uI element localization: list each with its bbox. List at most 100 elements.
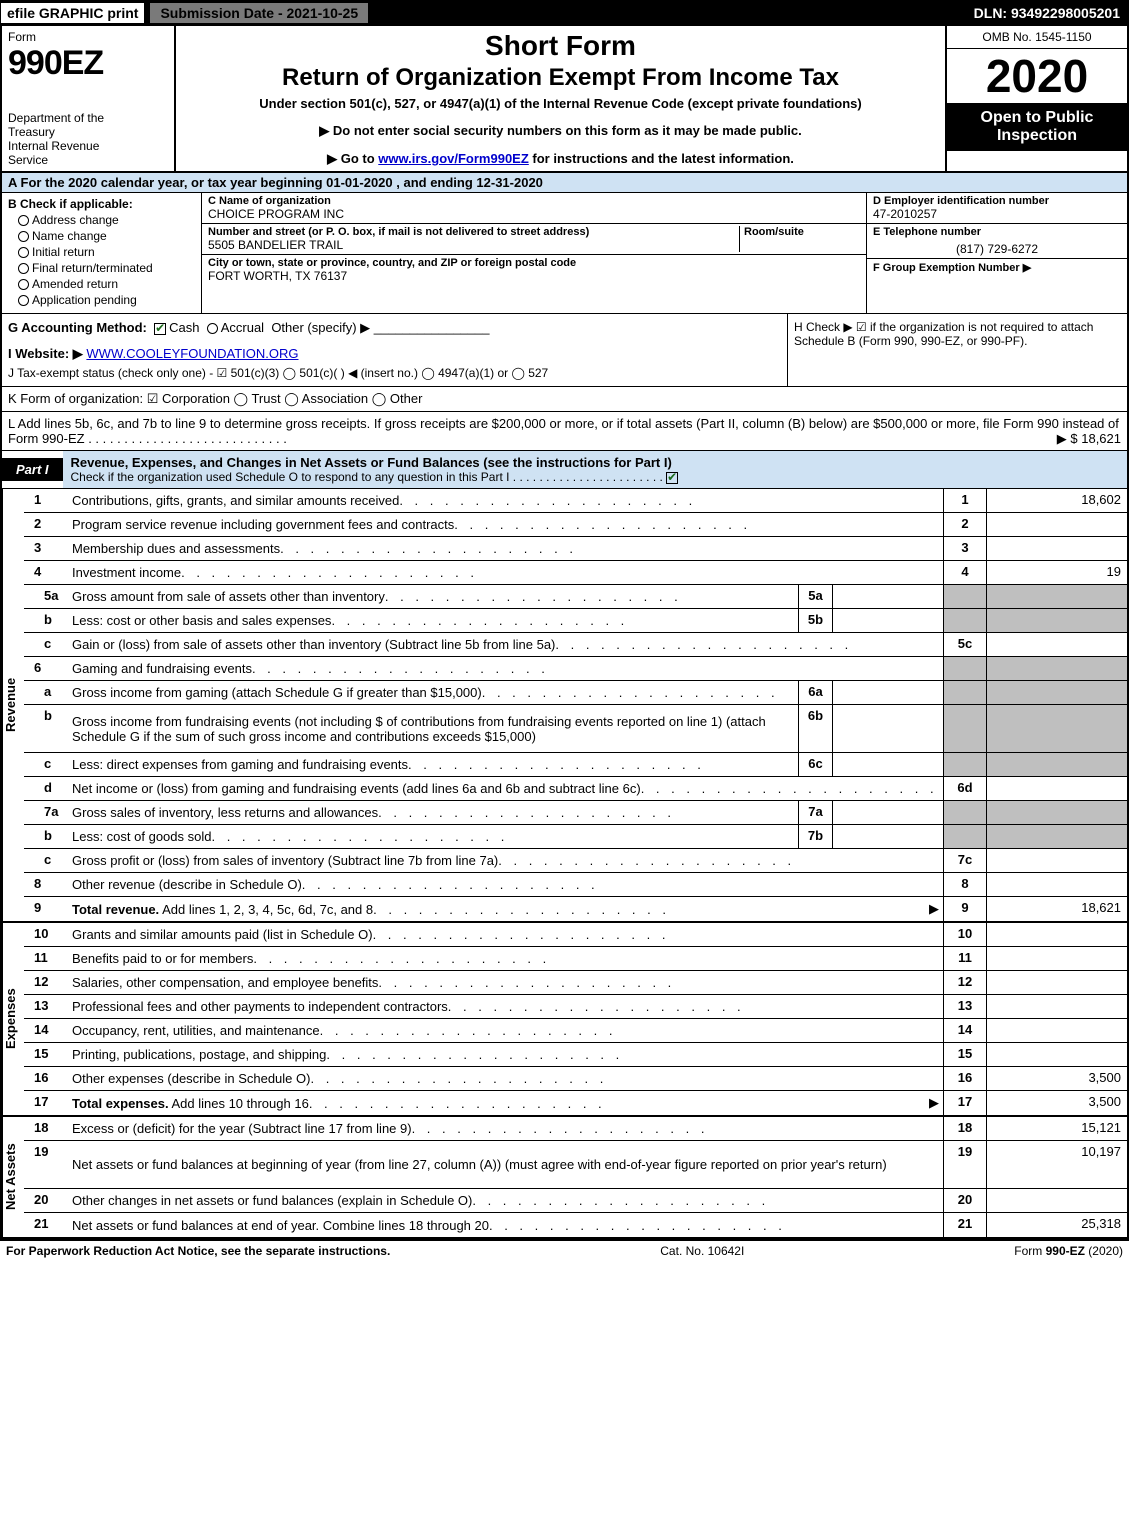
right-boxes: 1815,121 bbox=[943, 1117, 1127, 1140]
chk-final-return[interactable]: Final return/terminated bbox=[18, 261, 195, 275]
line-row: 2Program service revenue including gover… bbox=[24, 513, 1127, 537]
side-revenue: Revenue bbox=[2, 489, 24, 921]
right-boxes: 12 bbox=[943, 971, 1127, 994]
chk-accrual[interactable] bbox=[207, 323, 218, 334]
goto-instructions: ▶ Go to www.irs.gov/Form990EZ for instru… bbox=[184, 151, 937, 167]
rb-val bbox=[987, 995, 1127, 1018]
rb-num: 12 bbox=[943, 971, 987, 994]
line-description: Net assets or fund balances at end of ye… bbox=[68, 1213, 943, 1237]
part1-bar: Part I Revenue, Expenses, and Changes in… bbox=[0, 451, 1129, 489]
chk-amended-return[interactable]: Amended return bbox=[18, 277, 195, 291]
irs-link[interactable]: www.irs.gov/Form990EZ bbox=[378, 151, 529, 166]
line-number: d bbox=[24, 777, 68, 800]
chk-cash[interactable] bbox=[154, 323, 166, 335]
footer-center: Cat. No. 10642I bbox=[660, 1244, 744, 1258]
expense-body: 10Grants and similar amounts paid (list … bbox=[24, 923, 1127, 1115]
section-g: G Accounting Method: Cash Accrual Other … bbox=[8, 320, 781, 336]
rb-val bbox=[987, 753, 1127, 776]
right-boxes bbox=[943, 681, 1127, 704]
section-h: H Check ▶ ☑ if the organization is not r… bbox=[787, 314, 1127, 386]
mid-box-val bbox=[833, 705, 943, 752]
right-boxes: 173,500 bbox=[943, 1091, 1127, 1115]
dln: DLN: 93492298005201 bbox=[966, 3, 1128, 23]
mid-box-val bbox=[833, 681, 943, 704]
line-description: Less: cost of goods sold . . . . . . . .… bbox=[68, 825, 798, 848]
chk-address-change[interactable]: Address change bbox=[18, 213, 195, 227]
rb-num: 2 bbox=[943, 513, 987, 536]
mid-box-val bbox=[833, 801, 943, 824]
line-description: Investment income . . . . . . . . . . . … bbox=[68, 561, 943, 584]
line-number: 8 bbox=[24, 873, 68, 896]
line-number: 3 bbox=[24, 537, 68, 560]
right-boxes bbox=[943, 801, 1127, 824]
rb-val bbox=[987, 1189, 1127, 1212]
header-right: OMB No. 1545-1150 2020 Open to Public In… bbox=[947, 26, 1127, 171]
rb-num: 1 bbox=[943, 489, 987, 512]
chk-name-change[interactable]: Name change bbox=[18, 229, 195, 243]
rb-num: 6d bbox=[943, 777, 987, 800]
line-number: 17 bbox=[24, 1091, 68, 1115]
rb-num: 3 bbox=[943, 537, 987, 560]
mid-box: 5b bbox=[798, 609, 943, 632]
netasset-body: 18Excess or (deficit) for the year (Subt… bbox=[24, 1117, 1127, 1237]
rb-val bbox=[987, 801, 1127, 824]
mid-box-num: 6b bbox=[799, 705, 833, 752]
rb-val bbox=[987, 585, 1127, 608]
part1-tab: Part I bbox=[2, 458, 63, 481]
short-form-title: Short Form bbox=[184, 30, 937, 62]
line-description: Program service revenue including govern… bbox=[68, 513, 943, 536]
line-number: 21 bbox=[24, 1213, 68, 1237]
chk-initial-return[interactable]: Initial return bbox=[18, 245, 195, 259]
rb-val: 19 bbox=[987, 561, 1127, 584]
line-number: 10 bbox=[24, 923, 68, 946]
rb-num bbox=[943, 657, 987, 680]
line-description: Net assets or fund balances at beginning… bbox=[68, 1141, 943, 1188]
open-to-public: Open to Public Inspection bbox=[947, 103, 1127, 151]
line-row: 5aGross amount from sale of assets other… bbox=[24, 585, 1127, 609]
line-description: Net income or (loss) from gaming and fun… bbox=[68, 777, 943, 800]
line-description: Printing, publications, postage, and shi… bbox=[68, 1043, 943, 1066]
line-description: Gross profit or (loss) from sales of inv… bbox=[68, 849, 943, 872]
rb-num: 4 bbox=[943, 561, 987, 584]
right-boxes: 20 bbox=[943, 1189, 1127, 1212]
rb-val bbox=[987, 513, 1127, 536]
line-row: bGross income from fundraising events (n… bbox=[24, 705, 1127, 753]
efile-print[interactable]: efile GRAPHIC print bbox=[1, 3, 144, 23]
right-boxes: 11 bbox=[943, 947, 1127, 970]
line-description: Benefits paid to or for members . . . . … bbox=[68, 947, 943, 970]
right-boxes: 2 bbox=[943, 513, 1127, 536]
chk-application-pending[interactable]: Application pending bbox=[18, 293, 195, 307]
right-boxes: 163,500 bbox=[943, 1067, 1127, 1090]
rb-num bbox=[943, 753, 987, 776]
mid-box: 7a bbox=[798, 801, 943, 824]
mid-box-num: 7a bbox=[799, 801, 833, 824]
rb-val bbox=[987, 681, 1127, 704]
right-boxes: 419 bbox=[943, 561, 1127, 584]
right-boxes bbox=[943, 585, 1127, 608]
expenses-section: Expenses 10Grants and similar amounts pa… bbox=[0, 923, 1129, 1117]
block-gh: G Accounting Method: Cash Accrual Other … bbox=[0, 314, 1129, 386]
line-description: Other revenue (describe in Schedule O) .… bbox=[68, 873, 943, 896]
mid-box-num: 5b bbox=[799, 609, 833, 632]
website-link[interactable]: WWW.COOLEYFOUNDATION.ORG bbox=[86, 346, 298, 361]
line-row: 15Printing, publications, postage, and s… bbox=[24, 1043, 1127, 1067]
right-boxes: 2125,318 bbox=[943, 1213, 1127, 1237]
rb-num: 9 bbox=[943, 897, 987, 921]
line-description: Gain or (loss) from sale of assets other… bbox=[68, 633, 943, 656]
org-name-row: C Name of organization CHOICE PROGRAM IN… bbox=[202, 193, 866, 224]
rb-num: 8 bbox=[943, 873, 987, 896]
line-row: 12Salaries, other compensation, and empl… bbox=[24, 971, 1127, 995]
return-title: Return of Organization Exempt From Incom… bbox=[184, 64, 937, 92]
group-exemption-label: F Group Exemption Number ▶ bbox=[873, 261, 1121, 274]
rb-num: 5c bbox=[943, 633, 987, 656]
chk-schedule-o[interactable] bbox=[666, 472, 678, 484]
netassets-section: Net Assets 18Excess or (deficit) for the… bbox=[0, 1117, 1129, 1239]
right-boxes: 1910,197 bbox=[943, 1141, 1127, 1188]
right-boxes: 14 bbox=[943, 1019, 1127, 1042]
mid-box-val bbox=[833, 825, 943, 848]
rb-val bbox=[987, 947, 1127, 970]
line-row: 1Contributions, gifts, grants, and simil… bbox=[24, 489, 1127, 513]
rb-num: 15 bbox=[943, 1043, 987, 1066]
rb-val: 3,500 bbox=[987, 1067, 1127, 1090]
line-row: 7aGross sales of inventory, less returns… bbox=[24, 801, 1127, 825]
